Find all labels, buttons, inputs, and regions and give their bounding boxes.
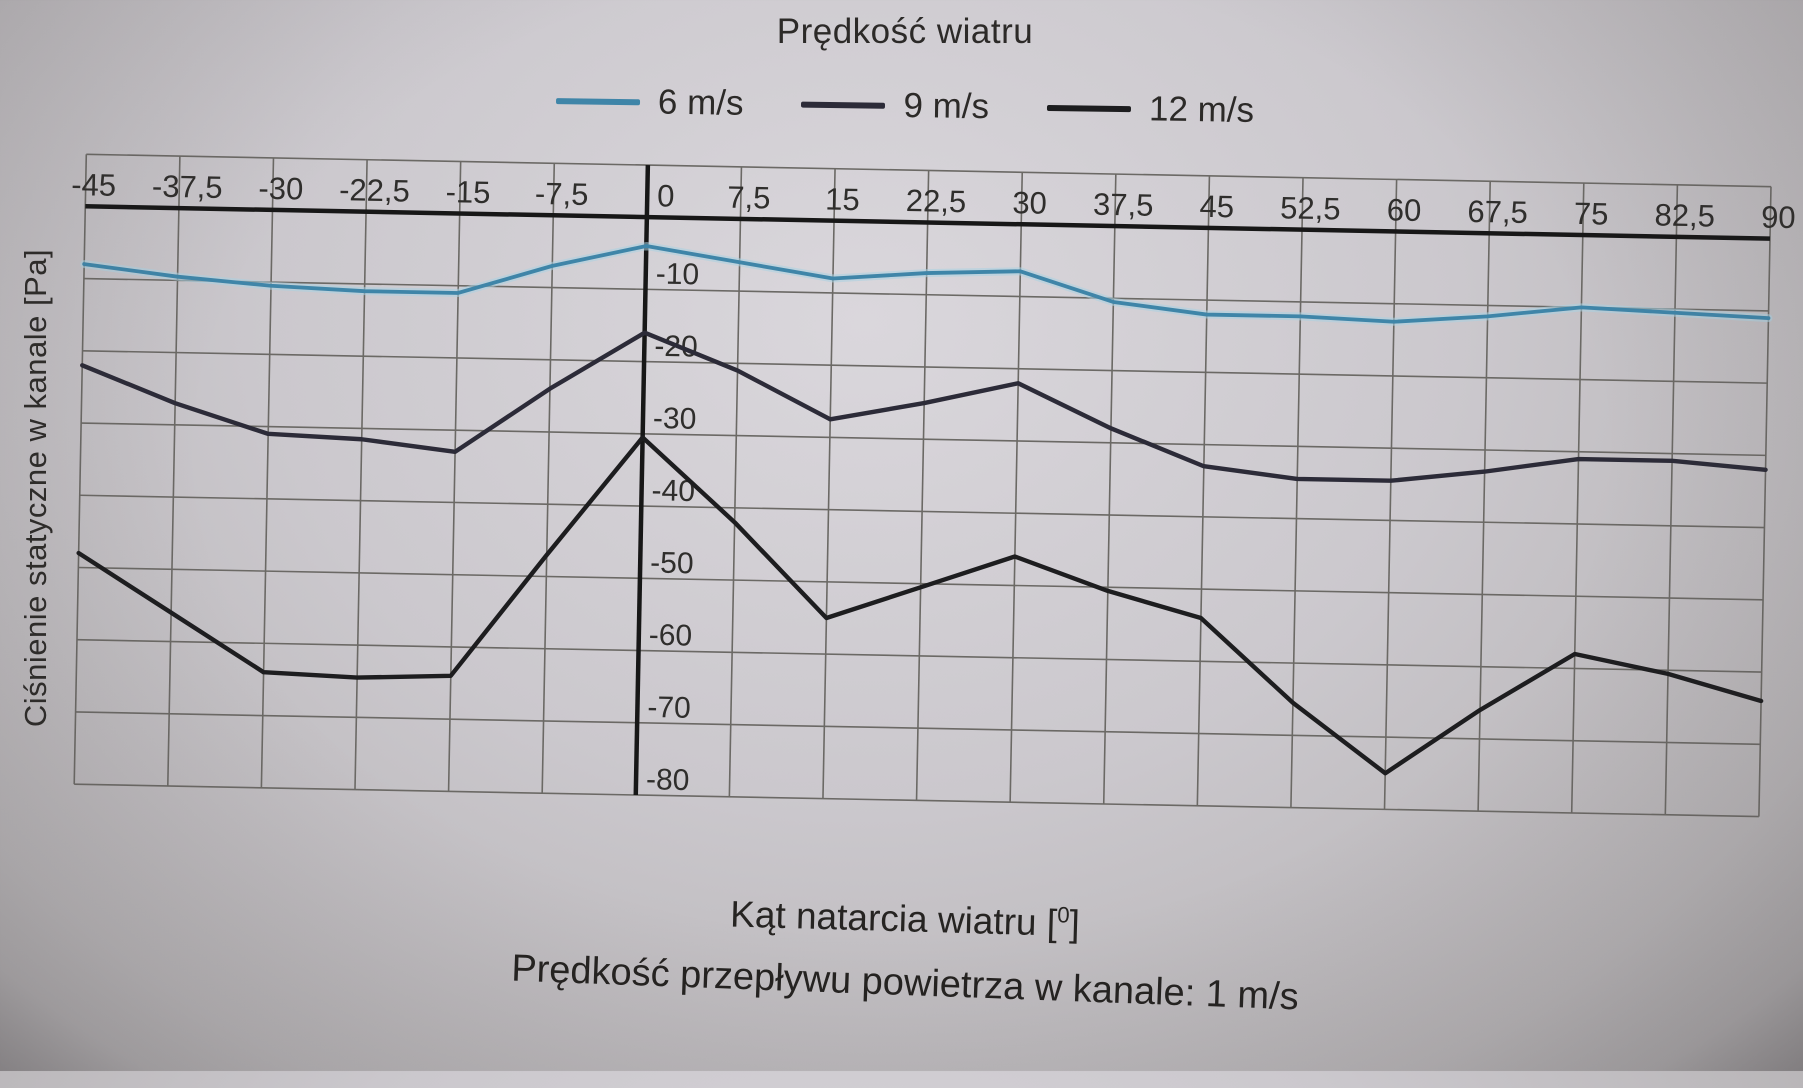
x-tick-label: 45: [1199, 189, 1234, 225]
vertical-gridline: [354, 159, 368, 790]
x-tick-label: 37,5: [1093, 187, 1154, 223]
y-axis-title: Ciśnienie statyczne w kanale [Pa]: [18, 248, 53, 728]
legend-label-6ms: 6 m/s: [657, 82, 744, 123]
chart-title: Prędkość wiatru: [776, 12, 1034, 51]
x-tick-label: -30: [258, 171, 303, 207]
vertical-gridline: [1570, 183, 1585, 813]
vertical-gridline: [1477, 181, 1492, 812]
x-tick-label: -15: [445, 174, 490, 210]
x-tick-label: 52,5: [1280, 190, 1341, 226]
x-tick-label: 0: [657, 178, 675, 213]
horizontal-gridline: [81, 422, 1766, 457]
top-border-line: [86, 153, 1771, 188]
x-tick-label: 67,5: [1467, 194, 1528, 230]
legend-label-9ms: 9 m/s: [903, 85, 990, 127]
x-tick-label: 90: [1761, 199, 1796, 235]
legend-swatch-6ms-icon: [555, 98, 640, 106]
series-line-9ms: [80, 330, 1768, 483]
x-tick-label: 22,5: [906, 183, 967, 219]
y-tick-label: -80: [646, 763, 690, 797]
x-tick-label: 82,5: [1654, 197, 1715, 233]
horizontal-gridline: [74, 783, 1759, 818]
y-tick-label: -70: [647, 691, 691, 725]
horizontal-gridline: [78, 566, 1764, 601]
vertical-gridline: [1290, 177, 1304, 808]
y-tick-label: -50: [650, 546, 694, 580]
vertical-gridline: [1758, 186, 1772, 817]
x-tick-label: -7,5: [535, 176, 589, 212]
zero-pressure-axis: [85, 204, 1771, 241]
vertical-gridline: [822, 168, 836, 799]
x-tick-label: -22,5: [339, 172, 410, 208]
legend-swatch-9ms-icon: [801, 101, 886, 109]
zero-angle-axis: [633, 165, 651, 796]
x-tick-label: 30: [1012, 185, 1047, 221]
vertical-gridline: [541, 163, 556, 794]
y-tick-label: -10: [655, 258, 699, 292]
x-tick-label: -37,5: [152, 169, 223, 205]
legend-item-9ms: 9 m/s: [801, 85, 989, 128]
vertical-gridline: [166, 156, 181, 787]
vertical-gridline: [1009, 172, 1024, 803]
vertical-gridline: [1102, 174, 1117, 804]
x-tick-label: 15: [825, 182, 860, 218]
horizontal-gridline: [76, 638, 1762, 673]
vertical-gridline: [447, 161, 462, 792]
x-tick-label: 60: [1386, 192, 1421, 228]
horizontal-gridline: [75, 711, 1761, 746]
legend-item-12ms: 12 m/s: [1046, 88, 1255, 131]
vertical-gridline: [260, 157, 275, 788]
legend-swatch-12ms-icon: [1046, 104, 1132, 113]
legend-item-6ms: 6 m/s: [555, 81, 744, 124]
horizontal-gridline: [82, 349, 1768, 384]
degree-superscript: 0: [1057, 902, 1071, 928]
horizontal-gridline: [79, 494, 1765, 529]
vertical-gridline: [1664, 184, 1679, 815]
vertical-gridline: [728, 166, 743, 797]
series-line-6ms: [82, 244, 1771, 324]
y-tick-label: -30: [653, 402, 697, 436]
horizontal-gridline: [83, 277, 1769, 312]
legend-label-12ms: 12 m/s: [1148, 89, 1255, 130]
vertical-gridline: [1196, 175, 1211, 806]
vertical-gridline: [1383, 179, 1398, 810]
vertical-gridline: [73, 154, 88, 785]
x-tick-label: -45: [71, 167, 116, 203]
vertical-gridline: [915, 170, 930, 801]
series-line-12ms: [76, 435, 1764, 776]
x-tick-label: 75: [1574, 196, 1609, 232]
x-tick-label: 7,5: [727, 180, 771, 216]
y-tick-label: -60: [649, 619, 693, 653]
